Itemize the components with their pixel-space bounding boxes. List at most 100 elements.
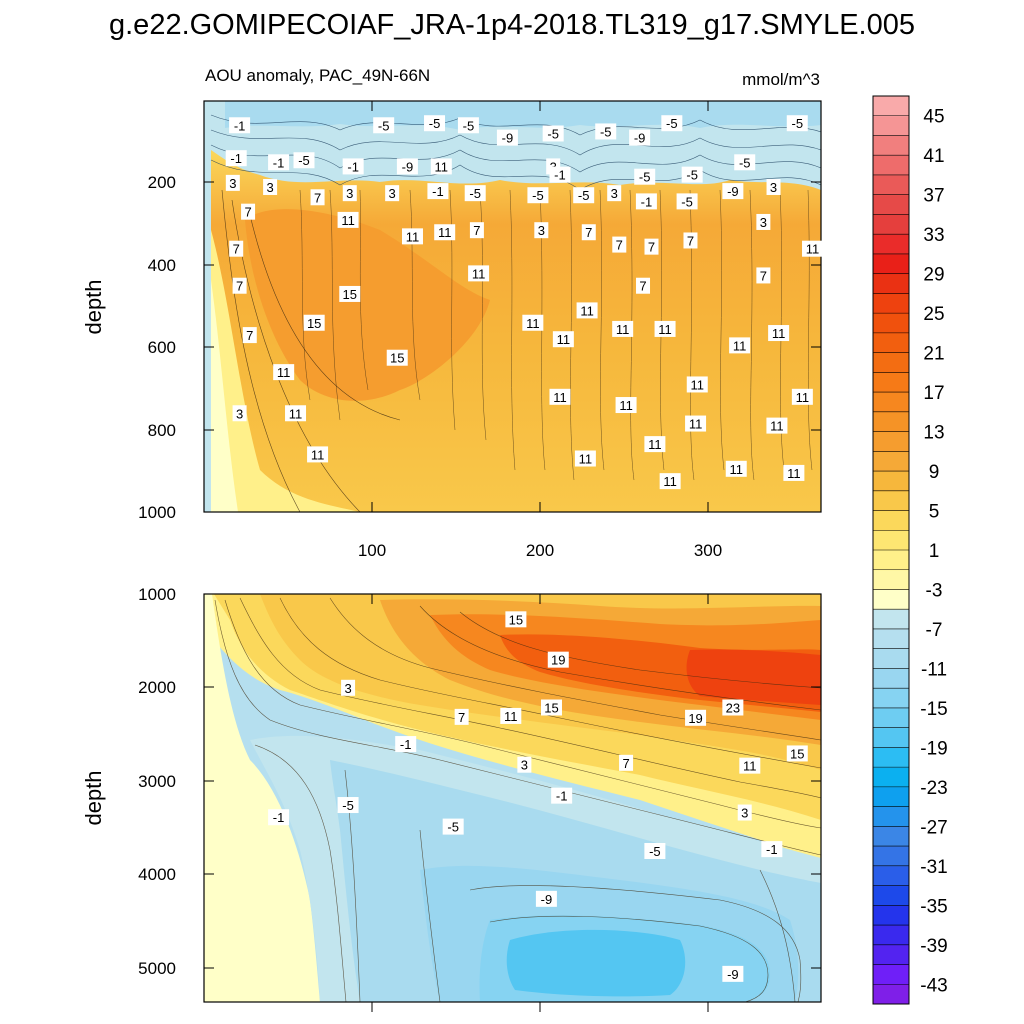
contour-label: 7 xyxy=(473,223,480,238)
contour-label: 19 xyxy=(551,653,565,668)
contour-label-bg xyxy=(542,125,564,142)
colorbar-swatch xyxy=(873,846,909,867)
colorbar-swatch xyxy=(873,628,909,650)
contour-label-bg xyxy=(341,679,356,696)
top-left-pale-zone xyxy=(211,230,360,512)
contour-label: 3 xyxy=(521,758,528,773)
contour-label: -1 xyxy=(556,789,568,804)
contour-label-bg xyxy=(644,436,666,453)
bottom-cool-core xyxy=(506,929,686,997)
contour-label: -1 xyxy=(230,151,242,166)
contour-label: 11 xyxy=(616,322,630,337)
colorbar-label: -27 xyxy=(920,817,947,838)
colorbar-swatch xyxy=(873,273,909,294)
colorbar-label: -35 xyxy=(920,896,947,917)
contour-label-bg xyxy=(342,158,364,175)
colorbar: 45 41 37 33 29 25 21 17 13 9 5 1 -3 -7 -11 -15 -19 -23 -27… xyxy=(872,95,948,1005)
contour-label: -5 xyxy=(547,127,559,142)
contour-label: 11 xyxy=(580,303,594,318)
contour-label: -1 xyxy=(234,118,246,133)
contour-label-bg xyxy=(268,154,290,171)
contour-label: 3 xyxy=(770,180,777,195)
bottom-ytick-3000: 3000 xyxy=(138,772,176,791)
colorbar-label: 13 xyxy=(923,423,944,444)
contour-label: 11 xyxy=(663,474,677,489)
contour-label-bg xyxy=(273,364,295,381)
contour-label-bg xyxy=(612,320,634,337)
colorbar-label: 29 xyxy=(923,265,944,286)
contour-label: 7 xyxy=(585,225,592,240)
contour-label: -1 xyxy=(432,184,444,199)
contour-label-bg xyxy=(768,325,790,342)
colorbar-swatch xyxy=(873,293,909,314)
colorbar-swatch xyxy=(873,332,909,354)
contour-label: 19 xyxy=(688,711,702,726)
contour-label: -9 xyxy=(502,131,514,146)
top-y-axis: 200 400 600 800 1000 xyxy=(138,173,176,522)
contour-label: 11 xyxy=(729,462,743,477)
contour-label: 11 xyxy=(435,159,449,174)
contour-label-bg xyxy=(535,890,557,907)
contour-label: 15 xyxy=(509,612,523,627)
contour-label-bg xyxy=(464,185,486,202)
contour-label: 3 xyxy=(611,186,618,201)
contour-label-bg xyxy=(552,331,574,348)
contour-label-bg xyxy=(729,337,751,354)
contour-label-bg xyxy=(337,797,359,814)
contour-label-bg xyxy=(337,211,359,228)
contour-label: 11 xyxy=(579,452,593,467)
contour-label: 11 xyxy=(689,417,703,432)
contour-label: -9 xyxy=(727,967,739,982)
contour-label: 11 xyxy=(406,229,420,244)
contour-label: 15 xyxy=(390,351,404,366)
contour-label-bg xyxy=(761,841,783,858)
colorbar-label: 21 xyxy=(923,344,944,365)
contour-label-bg xyxy=(676,193,698,210)
contour-label: 11 xyxy=(796,390,810,405)
contour-label: -1 xyxy=(641,194,653,209)
top-ylabel: depth xyxy=(81,279,106,334)
colorbar-label: -7 xyxy=(926,620,943,641)
contour-label-bg xyxy=(225,174,240,191)
colorbar-swatch xyxy=(873,786,909,808)
contour-label-bg xyxy=(644,842,666,859)
contour-label: 11 xyxy=(733,338,747,353)
top-ytick-400: 400 xyxy=(148,256,176,275)
contour-label-bg xyxy=(395,736,417,753)
contour-label-bg xyxy=(430,158,452,175)
colorbar-swatch xyxy=(873,96,909,117)
contour-label: 15 xyxy=(544,700,558,715)
contour-label: 7 xyxy=(314,190,321,205)
contour-label: 7 xyxy=(246,328,253,343)
contour-label-bg xyxy=(685,709,707,726)
contour-label: 11 xyxy=(289,406,303,421)
colorbar-swatch xyxy=(873,253,909,275)
contour-label: 3 xyxy=(266,180,273,195)
colorbar-swatch xyxy=(873,194,909,215)
contour-label-bg xyxy=(229,117,251,134)
contour-label: 11 xyxy=(806,242,820,257)
contour-label-bg xyxy=(766,417,788,434)
colorbar-swatch xyxy=(873,707,909,729)
contour-label: 7 xyxy=(233,242,240,257)
contour-label-bg xyxy=(634,168,656,185)
contour-label: -1 xyxy=(766,842,778,857)
contour-label: 15 xyxy=(307,316,321,331)
contour-label-bg xyxy=(229,240,244,257)
contour-label: 3 xyxy=(538,223,545,238)
contour-label-bg xyxy=(268,809,290,826)
contour-label: -9 xyxy=(634,131,646,146)
contour-label: -5 xyxy=(739,155,751,170)
contour-label-bg xyxy=(385,185,400,202)
contour-label-bg xyxy=(636,277,651,294)
contour-label-bg xyxy=(263,178,278,195)
contour-label-bg xyxy=(786,115,808,132)
contour-label-bg xyxy=(722,699,744,716)
contour-label-bg xyxy=(595,123,617,140)
contour-label-bg xyxy=(547,651,569,668)
top-ytick-200: 200 xyxy=(148,173,176,192)
contour-label-bg xyxy=(791,388,813,405)
bottom-contour-labels: 15 19 23 19 15 11 7 3 -1 3 7 11 15 -1 3 -1 -5 -5 -5 -1 -9 -9 xyxy=(268,611,808,982)
contour-label-bg xyxy=(659,473,681,490)
contour-label: -5 xyxy=(469,186,481,201)
